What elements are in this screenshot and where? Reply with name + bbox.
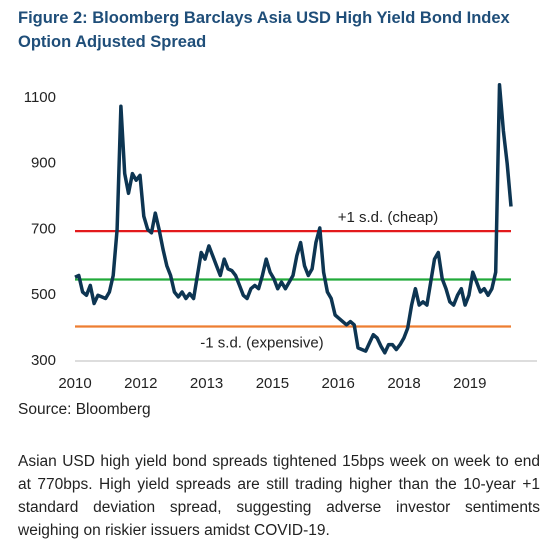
chart: 300 500 700 900 1100 2010 2012 2013 2015 2016 2018… bbox=[24, 83, 537, 392]
x-tick-label: 2019 bbox=[453, 375, 486, 392]
x-tick-label: 2016 bbox=[322, 375, 355, 392]
reference-label: +1 s.d. (cheap) bbox=[338, 209, 438, 226]
x-tick-label: 2015 bbox=[256, 375, 289, 392]
y-tick-label: 1100 bbox=[24, 89, 56, 106]
data-line bbox=[74, 83, 513, 355]
y-tick-label: 900 bbox=[31, 155, 56, 172]
y-tick-label: 700 bbox=[31, 220, 56, 237]
x-tick-label: 2010 bbox=[58, 375, 91, 392]
y-tick-label: 500 bbox=[31, 286, 56, 303]
chart-title: Figure 2: Bloomberg Barclays Asia USD Hi… bbox=[18, 6, 538, 54]
source: Source: Bloomberg bbox=[18, 401, 151, 418]
title-line: Figure 2: Bloomberg Barclays Asia USD Hi… bbox=[18, 9, 510, 27]
title-line: Option Adjusted Spread bbox=[18, 33, 207, 51]
caption: Asian USD high yield bond spreads tighte… bbox=[18, 453, 540, 539]
reference-label: -1 s.d. (expensive) bbox=[200, 334, 323, 351]
y-tick-label: 300 bbox=[31, 352, 56, 369]
x-tick-label: 2018 bbox=[387, 375, 420, 392]
x-tick-label: 2013 bbox=[190, 375, 223, 392]
x-tick-label: 2012 bbox=[124, 375, 157, 392]
